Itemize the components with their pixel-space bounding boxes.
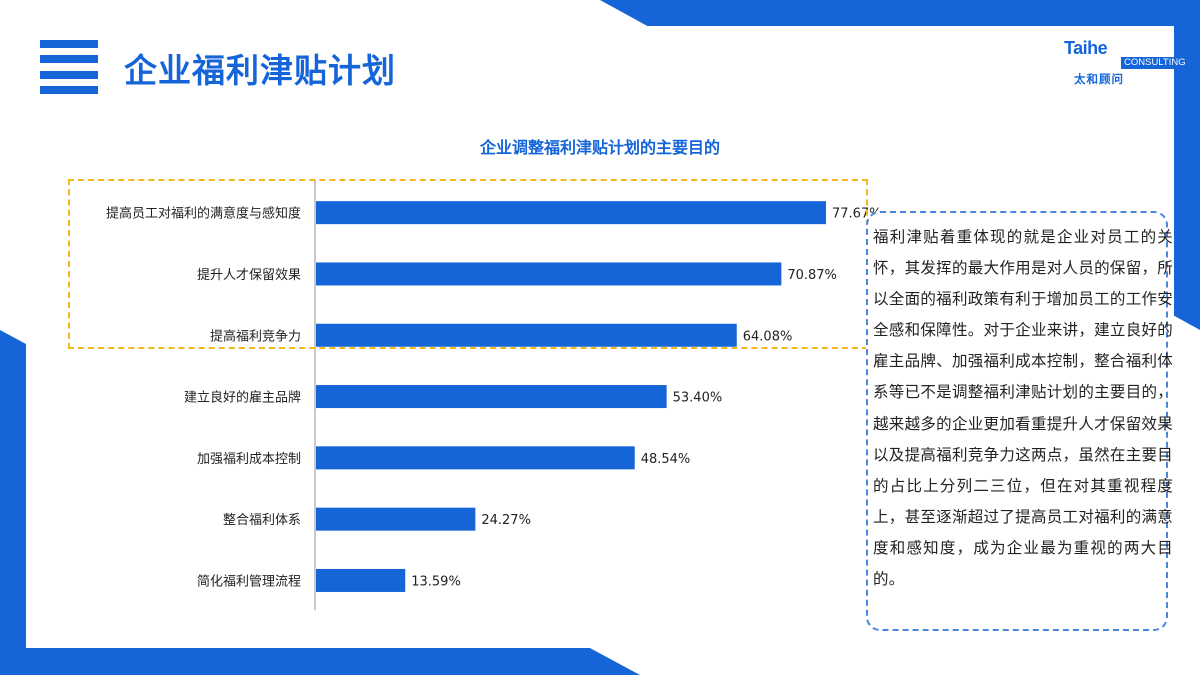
- logo-word: Taihe: [1064, 38, 1108, 58]
- data-label: 53.40%: [673, 391, 723, 406]
- data-label: 24.27%: [481, 513, 531, 528]
- category-label: 整合福利体系: [223, 513, 301, 528]
- taihe-logo: Taihe CONSULTING 太和顾问: [1064, 38, 1189, 88]
- data-label: 13.59%: [411, 574, 461, 589]
- menu-icon: [40, 40, 98, 94]
- bar: [316, 323, 737, 347]
- category-label: 加强福利成本控制: [197, 452, 301, 467]
- category-label: 提高员工对福利的满意度与感知度: [106, 206, 301, 222]
- bar: [316, 385, 667, 409]
- category-label: 简化福利管理流程: [197, 573, 301, 589]
- bar: [316, 446, 635, 470]
- category-label: 提高福利竞争力: [210, 328, 301, 344]
- bar: [316, 507, 476, 531]
- highlight-box: [68, 179, 868, 349]
- data-label: 48.54%: [641, 452, 691, 467]
- note-box: [866, 211, 1168, 631]
- logo-cn: 太和顾问: [1074, 72, 1124, 86]
- chart-title: 企业调整福利津贴计划的主要目的: [479, 138, 720, 157]
- note-text: 福利津贴着重体现的就是企业对员工的关怀，其发挥的最大作用是对人员的保留，所以全面…: [873, 228, 1173, 589]
- page-title: 企业福利津贴计划: [124, 51, 396, 90]
- bar: [316, 201, 826, 225]
- data-label: 64.08%: [743, 329, 793, 344]
- category-label: 建立良好的雇主品牌: [184, 390, 301, 406]
- category-label: 提升人才保留效果: [197, 267, 301, 283]
- logo-sub: CONSULTING: [1121, 57, 1189, 69]
- bar: [316, 262, 782, 286]
- bar: [316, 568, 406, 592]
- data-label: 70.87%: [787, 268, 837, 283]
